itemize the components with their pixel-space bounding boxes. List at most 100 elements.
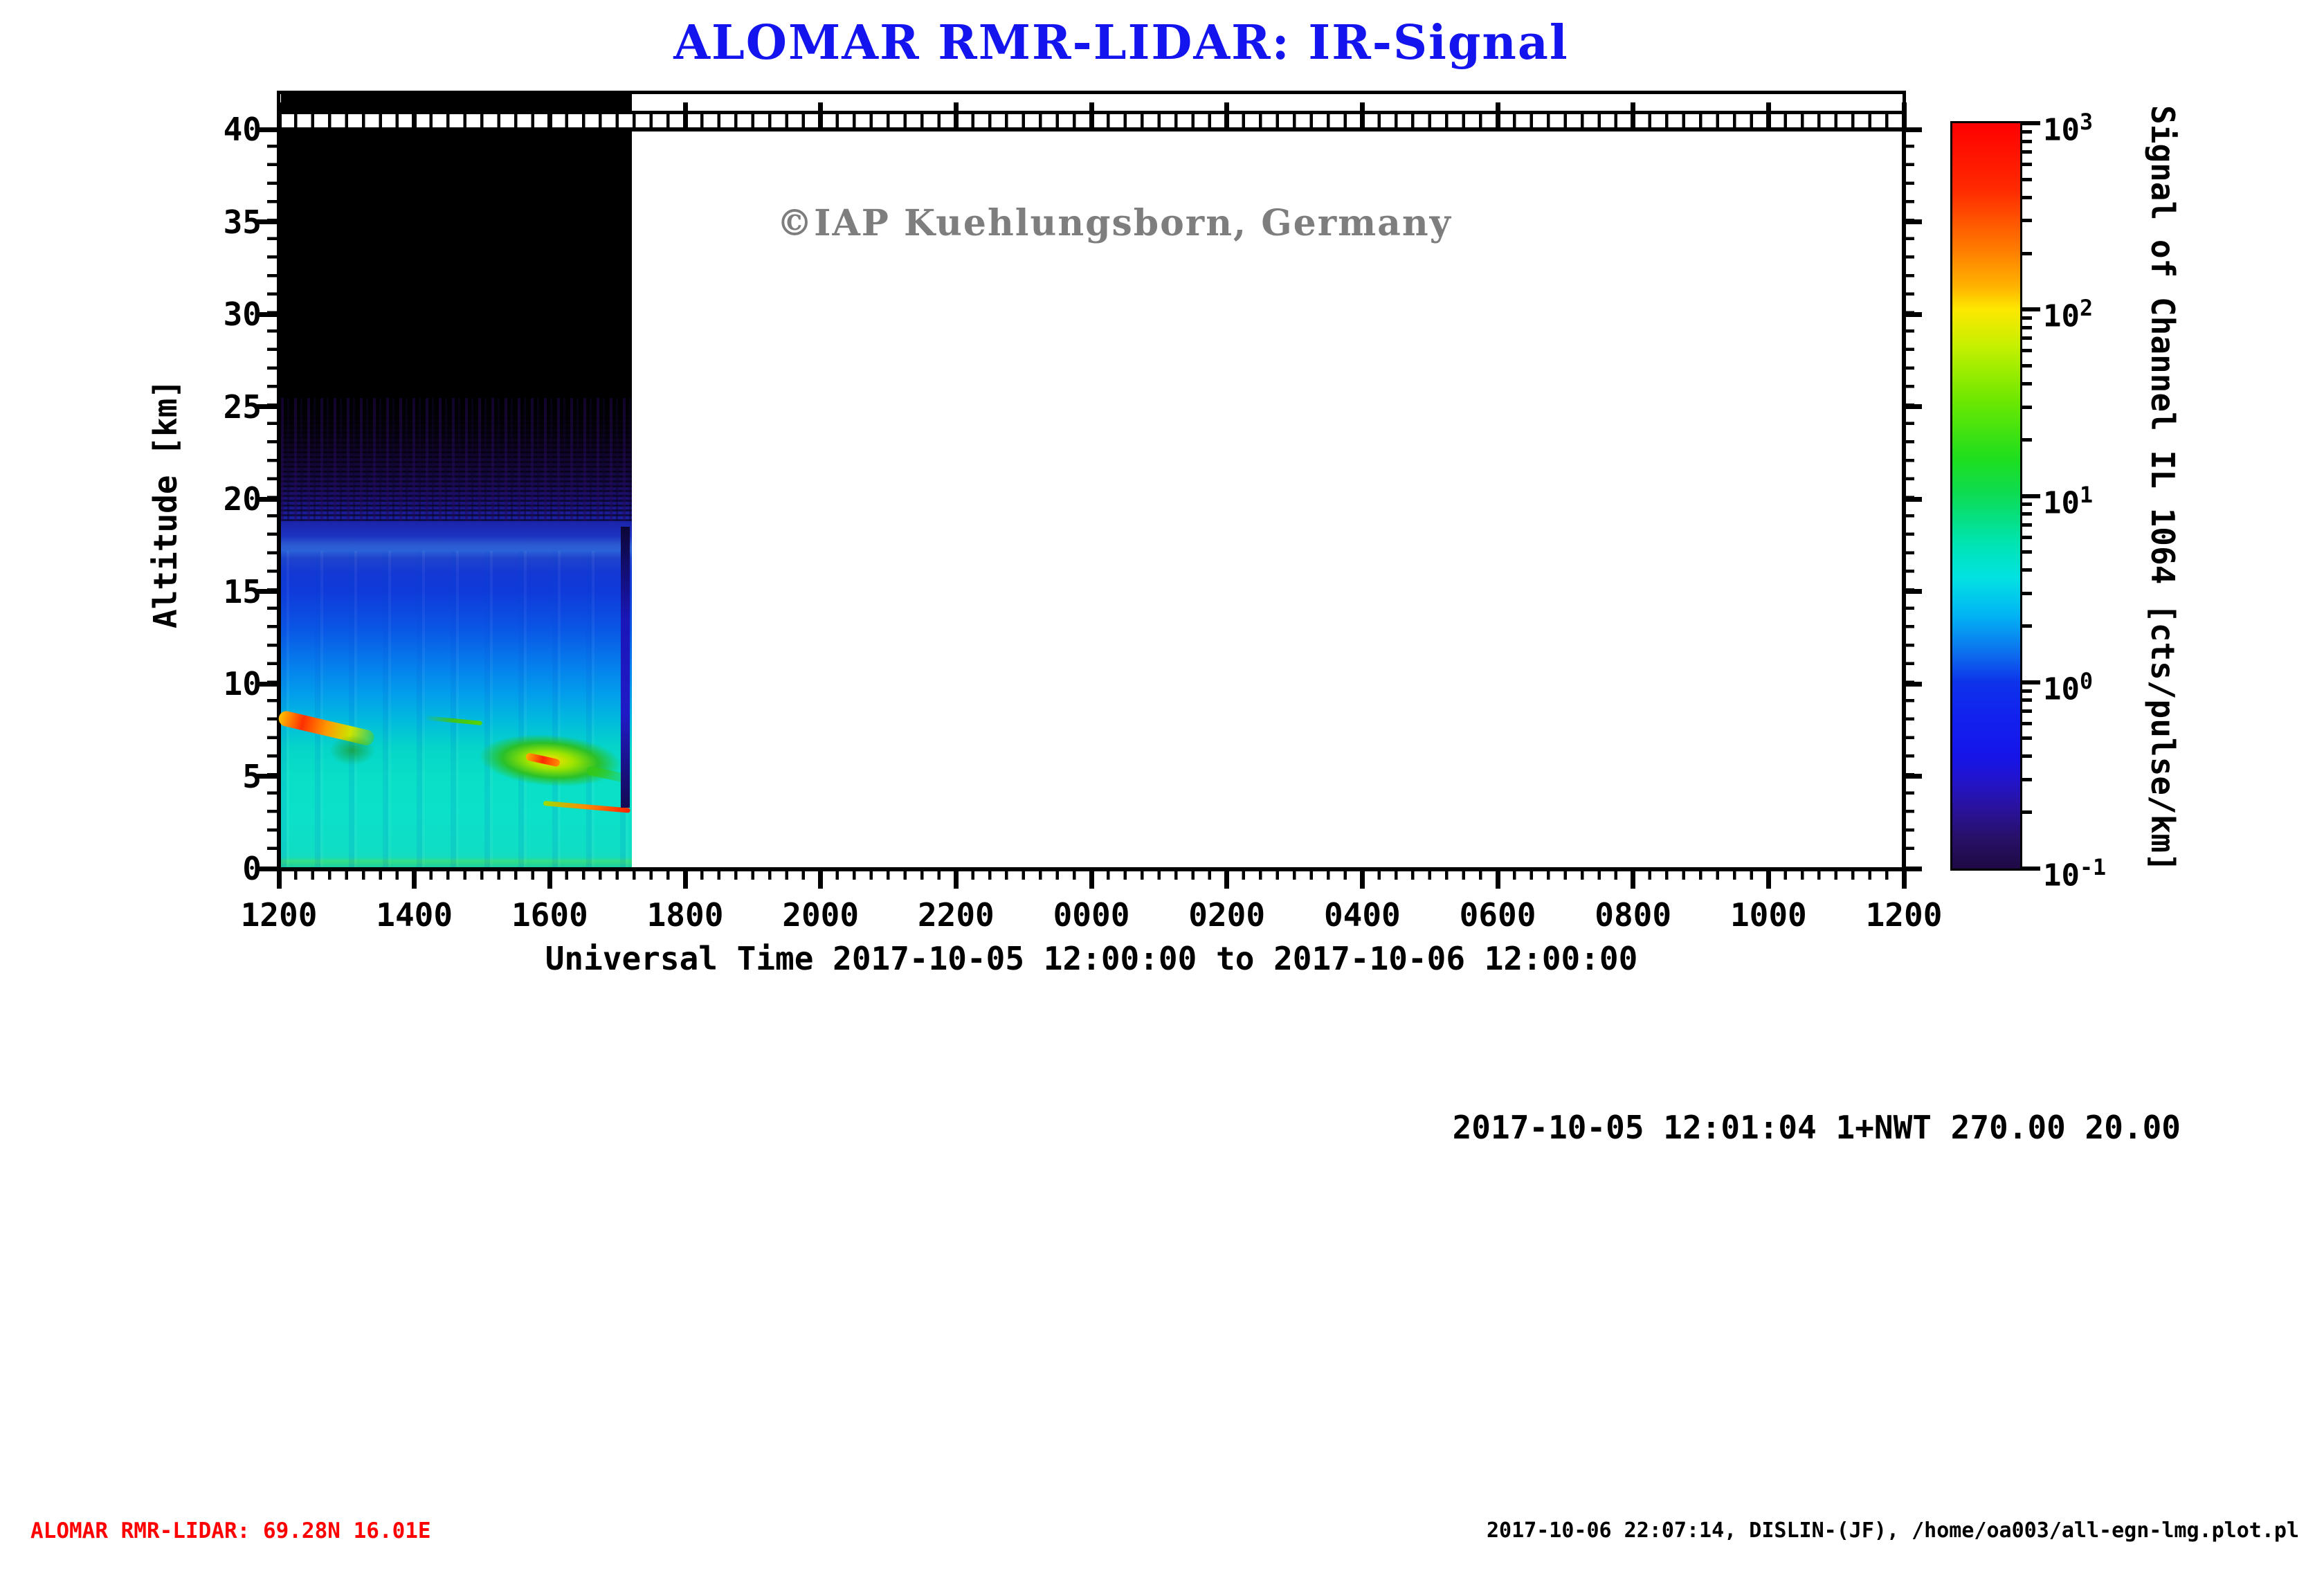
x-tick-label: 1200 — [1865, 896, 1943, 934]
x-major-tick — [1359, 869, 1365, 889]
y-major-tick-right — [1904, 681, 1922, 687]
x-axis-minor-ticks — [294, 871, 1903, 880]
y-major-tick-right — [1904, 404, 1922, 409]
y-tick-label: 15 — [223, 572, 262, 610]
colorbar-minor-tick — [2022, 336, 2032, 341]
x-tick-label: 1600 — [511, 896, 588, 934]
colorbar-tick-label: 100 — [2043, 669, 2094, 707]
y-major-tick-left — [257, 496, 279, 502]
y-major-tick-left — [257, 127, 279, 132]
top-comb-major-tick — [1495, 102, 1500, 127]
colorbar-minor-tick — [2022, 363, 2032, 368]
colorbar-minor-tick — [2022, 689, 2032, 693]
top-comb-major-tick — [818, 102, 824, 127]
colorbar-major-tick — [2022, 121, 2040, 125]
top-comb-major-tick — [1359, 102, 1365, 127]
colorbar-minor-tick — [2022, 381, 2032, 386]
top-axis-minor-ticks — [294, 114, 1903, 127]
colorbar-minor-tick — [2022, 163, 2032, 167]
x-major-tick — [1089, 869, 1094, 889]
colorbar-major-tick — [2022, 307, 2040, 312]
x-tick-label: 2000 — [782, 896, 860, 934]
x-tick-label: 1200 — [240, 896, 318, 934]
colorbar — [1950, 121, 2022, 871]
colorbar-major-tick — [2022, 867, 2040, 871]
y-major-tick-left — [257, 219, 279, 224]
top-comb-major-tick — [1631, 102, 1636, 127]
colorbar-minor-tick — [2022, 251, 2032, 255]
x-tick-label: 1800 — [646, 896, 724, 934]
top-comb-major-tick — [1089, 102, 1094, 127]
top-comb-major-tick — [953, 102, 959, 127]
x-tick-label: 0800 — [1595, 896, 1672, 934]
colorbar-minor-tick — [2022, 349, 2032, 353]
noise-speckle-overlay — [281, 398, 632, 521]
colorbar-minor-tick — [2022, 709, 2032, 713]
feature-cirrus-wisp — [329, 734, 377, 766]
x-major-tick — [547, 869, 552, 889]
y-major-tick-left — [257, 404, 279, 409]
colorbar-minor-tick — [2022, 512, 2032, 516]
y-major-tick-right — [1904, 219, 1922, 224]
y-tick-label: 30 — [223, 296, 262, 333]
footer-station-info: ALOMAR RMR-LIDAR: 69.28N 16.01E — [30, 1518, 431, 1543]
y-major-tick-right — [1904, 774, 1922, 779]
top-comb-major-tick — [1901, 102, 1907, 127]
colorbar-tick-label: 101 — [2043, 482, 2094, 521]
x-tick-label: 0000 — [1053, 896, 1130, 934]
x-major-tick — [1631, 869, 1636, 889]
y-major-tick-left — [257, 311, 279, 317]
x-major-tick — [1765, 869, 1771, 889]
colorbar-tick-label: 10-1 — [2043, 855, 2107, 894]
top-comb-major-tick — [682, 102, 688, 127]
colorbar-minor-tick — [2022, 437, 2032, 442]
colorbar-minor-tick — [2022, 139, 2032, 143]
x-axis-title: Universal Time 2017-10-05 12:00:00 to 20… — [545, 940, 1638, 977]
x-major-tick — [1224, 869, 1230, 889]
y-axis-minor-ticks-right — [1905, 145, 1914, 865]
colorbar-minor-tick — [2022, 591, 2032, 595]
y-tick-label: 5 — [242, 757, 262, 795]
colorbar-minor-tick — [2022, 219, 2032, 223]
x-tick-label: 1000 — [1730, 896, 1807, 934]
colorbar-minor-tick — [2022, 568, 2032, 572]
y-tick-label: 40 — [223, 111, 262, 148]
colorbar-major-tick — [2022, 680, 2040, 684]
colorbar-minor-tick — [2022, 754, 2032, 759]
colorbar-tick-label: 102 — [2043, 296, 2094, 334]
top-comb-major-tick — [1765, 102, 1771, 127]
colorbar-minor-tick — [2022, 405, 2032, 409]
top-comb-major-tick — [276, 102, 282, 127]
colorbar-minor-tick — [2022, 502, 2032, 507]
y-major-tick-left — [257, 589, 279, 594]
watermark: ©IAP Kuehlungsborn, Germany — [777, 202, 1452, 244]
colorbar-minor-tick — [2022, 523, 2032, 527]
x-major-tick — [818, 869, 824, 889]
page-title: ALOMAR RMR-LIDAR: IR-Signal — [673, 15, 1569, 71]
colorbar-minor-tick — [2022, 316, 2032, 320]
profile-banding-overlay — [281, 551, 632, 867]
y-axis-minor-ticks-left — [267, 145, 278, 865]
colorbar-minor-tick — [2022, 624, 2032, 628]
y-major-tick-left — [257, 866, 279, 871]
x-major-tick — [1901, 869, 1907, 889]
top-comb-major-tick — [412, 102, 417, 127]
y-major-tick-right — [1904, 496, 1922, 502]
x-major-tick — [1495, 869, 1500, 889]
x-major-tick — [276, 869, 282, 889]
top-comb-major-tick — [1224, 102, 1230, 127]
measurement-annotation: 2017-10-05 12:01:04 1+NWT 270.00 20.00 — [1452, 1109, 2181, 1146]
colorbar-major-tick — [2022, 493, 2040, 498]
x-tick-label: 0200 — [1188, 896, 1266, 934]
x-major-tick — [412, 869, 417, 889]
colorbar-tick-label: 103 — [2043, 110, 2094, 148]
colorbar-minor-tick — [2022, 129, 2032, 134]
colorbar-minor-tick — [2022, 550, 2032, 554]
colorbar-minor-tick — [2022, 150, 2032, 154]
colorbar-minor-tick — [2022, 195, 2032, 199]
y-tick-label: 0 — [242, 850, 262, 887]
y-major-tick-right — [1904, 866, 1922, 871]
coverage-bar — [281, 94, 632, 111]
feature-end-gap-strip — [621, 527, 630, 808]
colorbar-minor-tick — [2022, 177, 2032, 181]
